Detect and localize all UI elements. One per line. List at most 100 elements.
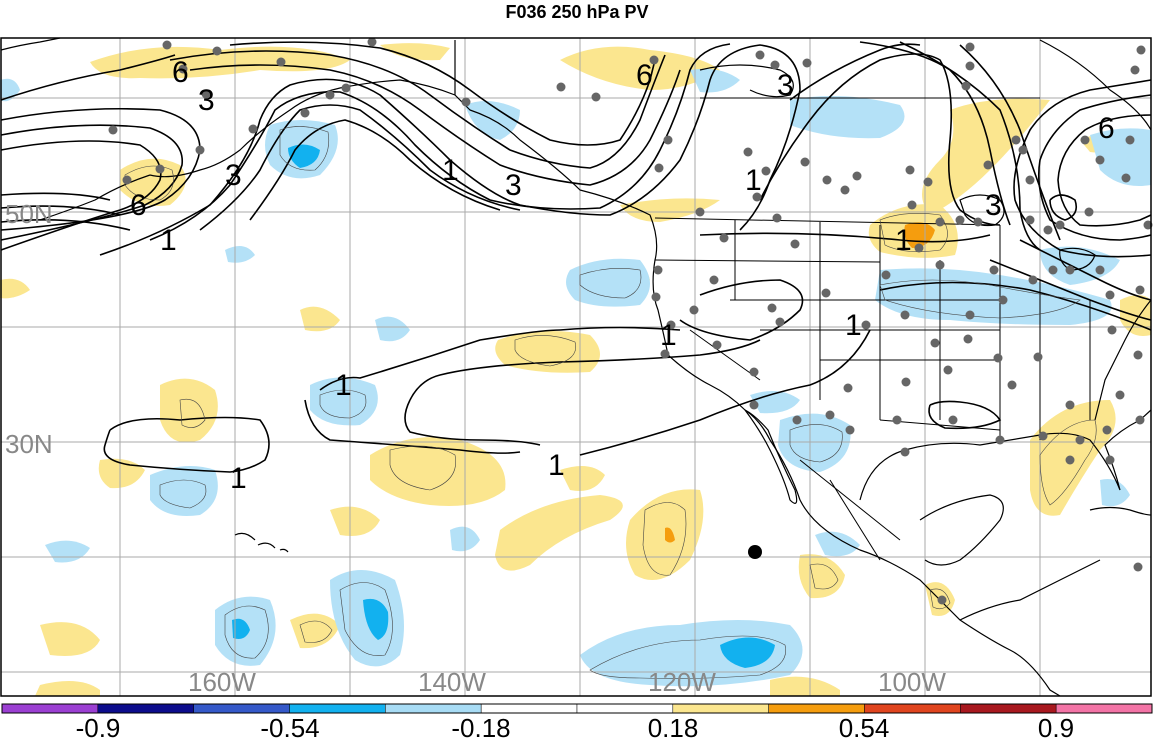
- contour-line: [559, 326, 681, 331]
- contour-line: [679, 279, 804, 341]
- pv-negative-area: [225, 246, 255, 263]
- pv-positive-area: [330, 506, 380, 536]
- contour-label: 3: [777, 69, 794, 102]
- colorbar-box: [385, 703, 482, 714]
- contour-label: 1: [895, 224, 912, 257]
- pv-negative-core: [363, 598, 389, 640]
- colorbar-frame: [1, 703, 1153, 714]
- contour-line: [0, 124, 183, 241]
- contour-line: [304, 399, 521, 454]
- pv-negative-area: [465, 101, 520, 140]
- colorbar-label: 0.18: [648, 713, 699, 739]
- coastlines: [0, 37, 1152, 697]
- contour-line: [859, 41, 1011, 226]
- contour-label-layer: 6 3 3 6 1 6 3 1 3 1 1 6 1 1 1 1 1 3: [130, 56, 1115, 495]
- plot-title: F036 250 hPa PV: [505, 2, 649, 22]
- lat-label-30n: 30N: [5, 429, 53, 459]
- contour-line: [0, 140, 162, 251]
- contour-label: 3: [225, 159, 242, 192]
- contour-label: 1: [745, 164, 762, 197]
- colorbar-box: [768, 703, 865, 714]
- colorbar-boxes: [1, 703, 1153, 714]
- pv-negative-area: [778, 413, 851, 472]
- contour-line: [0, 192, 111, 201]
- contour-line: [989, 259, 1152, 321]
- lon-label-160w: 160W: [188, 667, 256, 697]
- contour-line: [1037, 94, 1152, 241]
- contour-label: 1: [160, 224, 177, 257]
- colorbar-box: [289, 703, 386, 714]
- contour-line: [409, 339, 761, 401]
- lon-label-140w: 140W: [418, 667, 486, 697]
- colorbar-label: 0.54: [839, 713, 890, 739]
- contour-line: [879, 281, 1152, 331]
- pv-positive-area: [35, 681, 100, 696]
- contour-label: 6: [636, 59, 653, 92]
- colorbar-box: [97, 703, 194, 714]
- pv-positive-area: [380, 43, 450, 61]
- map-frame: [0, 37, 1152, 697]
- lon-label-100w: 100W: [878, 667, 946, 697]
- contour-line: [0, 205, 121, 216]
- contour-label: 6: [1098, 112, 1115, 145]
- labrador: [1039, 39, 1152, 131]
- contour-line: [319, 329, 561, 391]
- contour-line: [103, 416, 270, 473]
- pv-negative-area: [690, 68, 740, 93]
- pv-positive-area: [770, 676, 840, 696]
- hawaii: [234, 532, 289, 553]
- pv-positive-area: [300, 306, 340, 332]
- pv-positive-area: [120, 158, 186, 206]
- pv-negative-core: [232, 618, 250, 639]
- colorbar-box: [672, 703, 769, 714]
- yucatan: [919, 494, 1004, 566]
- axis-labels: 50N 30N 160W 140W 120W 100W: [5, 199, 946, 697]
- colorbar-label: -0.18: [451, 713, 510, 739]
- east-coast: [1094, 299, 1152, 421]
- contour-line: [1013, 79, 1152, 258]
- colorbar-box: [1, 703, 99, 714]
- central-america: [959, 559, 1101, 621]
- baja-peninsula: [744, 409, 798, 504]
- contour-line: [404, 399, 541, 446]
- pv-negative-area: [1100, 479, 1130, 507]
- contour-label: 1: [660, 319, 677, 352]
- contour-label: 3: [985, 189, 1002, 222]
- contour-label: 3: [198, 84, 215, 117]
- pv-positive-area: [40, 622, 100, 656]
- colorbar-box: [864, 703, 961, 714]
- contour-line: [169, 50, 666, 169]
- significance-outlines: [124, 126, 1097, 679]
- contour-label: 1: [548, 449, 565, 482]
- contour-label: 6: [172, 56, 189, 89]
- hudson-bay: [699, 64, 794, 98]
- north-america-coast: [454, 40, 1061, 697]
- contour-label: 1: [335, 369, 352, 402]
- map-panel: 6 3 3 6 1 6 3 1 3 1 1 6 1 1 1 1 1 3 50N …: [0, 37, 1153, 697]
- contour-label: 1: [845, 309, 862, 342]
- pv-negative-area: [815, 531, 860, 557]
- aleutians: [39, 174, 151, 221]
- pv-positive-area: [495, 495, 623, 571]
- colorbar-box: [193, 703, 290, 714]
- colorbar: -0.9 -0.54 -0.18 0.18 0.54 0.9: [1, 703, 1153, 739]
- colorbar-box: [480, 703, 578, 714]
- stations: [108, 37, 1153, 605]
- colorbar-box: [1055, 703, 1153, 714]
- colorbar-label: -0.54: [260, 713, 319, 739]
- contour-label: 6: [130, 189, 147, 222]
- contour-label: 3: [505, 169, 522, 202]
- lon-label-120w: 120W: [648, 667, 716, 697]
- pv-negative-core: [288, 144, 320, 168]
- contour-line: [1049, 194, 1078, 221]
- contour-line: [1057, 114, 1152, 227]
- contour-label: 1: [230, 462, 247, 495]
- contour-line: [959, 44, 1061, 241]
- colorbar-label: 0.9: [1038, 713, 1074, 739]
- contour-line: [99, 44, 801, 256]
- alaska-north: [0, 37, 61, 51]
- pv-negative-area: [1090, 128, 1151, 186]
- lat-label-50n: 50N: [5, 199, 53, 229]
- contour-line: [0, 218, 131, 231]
